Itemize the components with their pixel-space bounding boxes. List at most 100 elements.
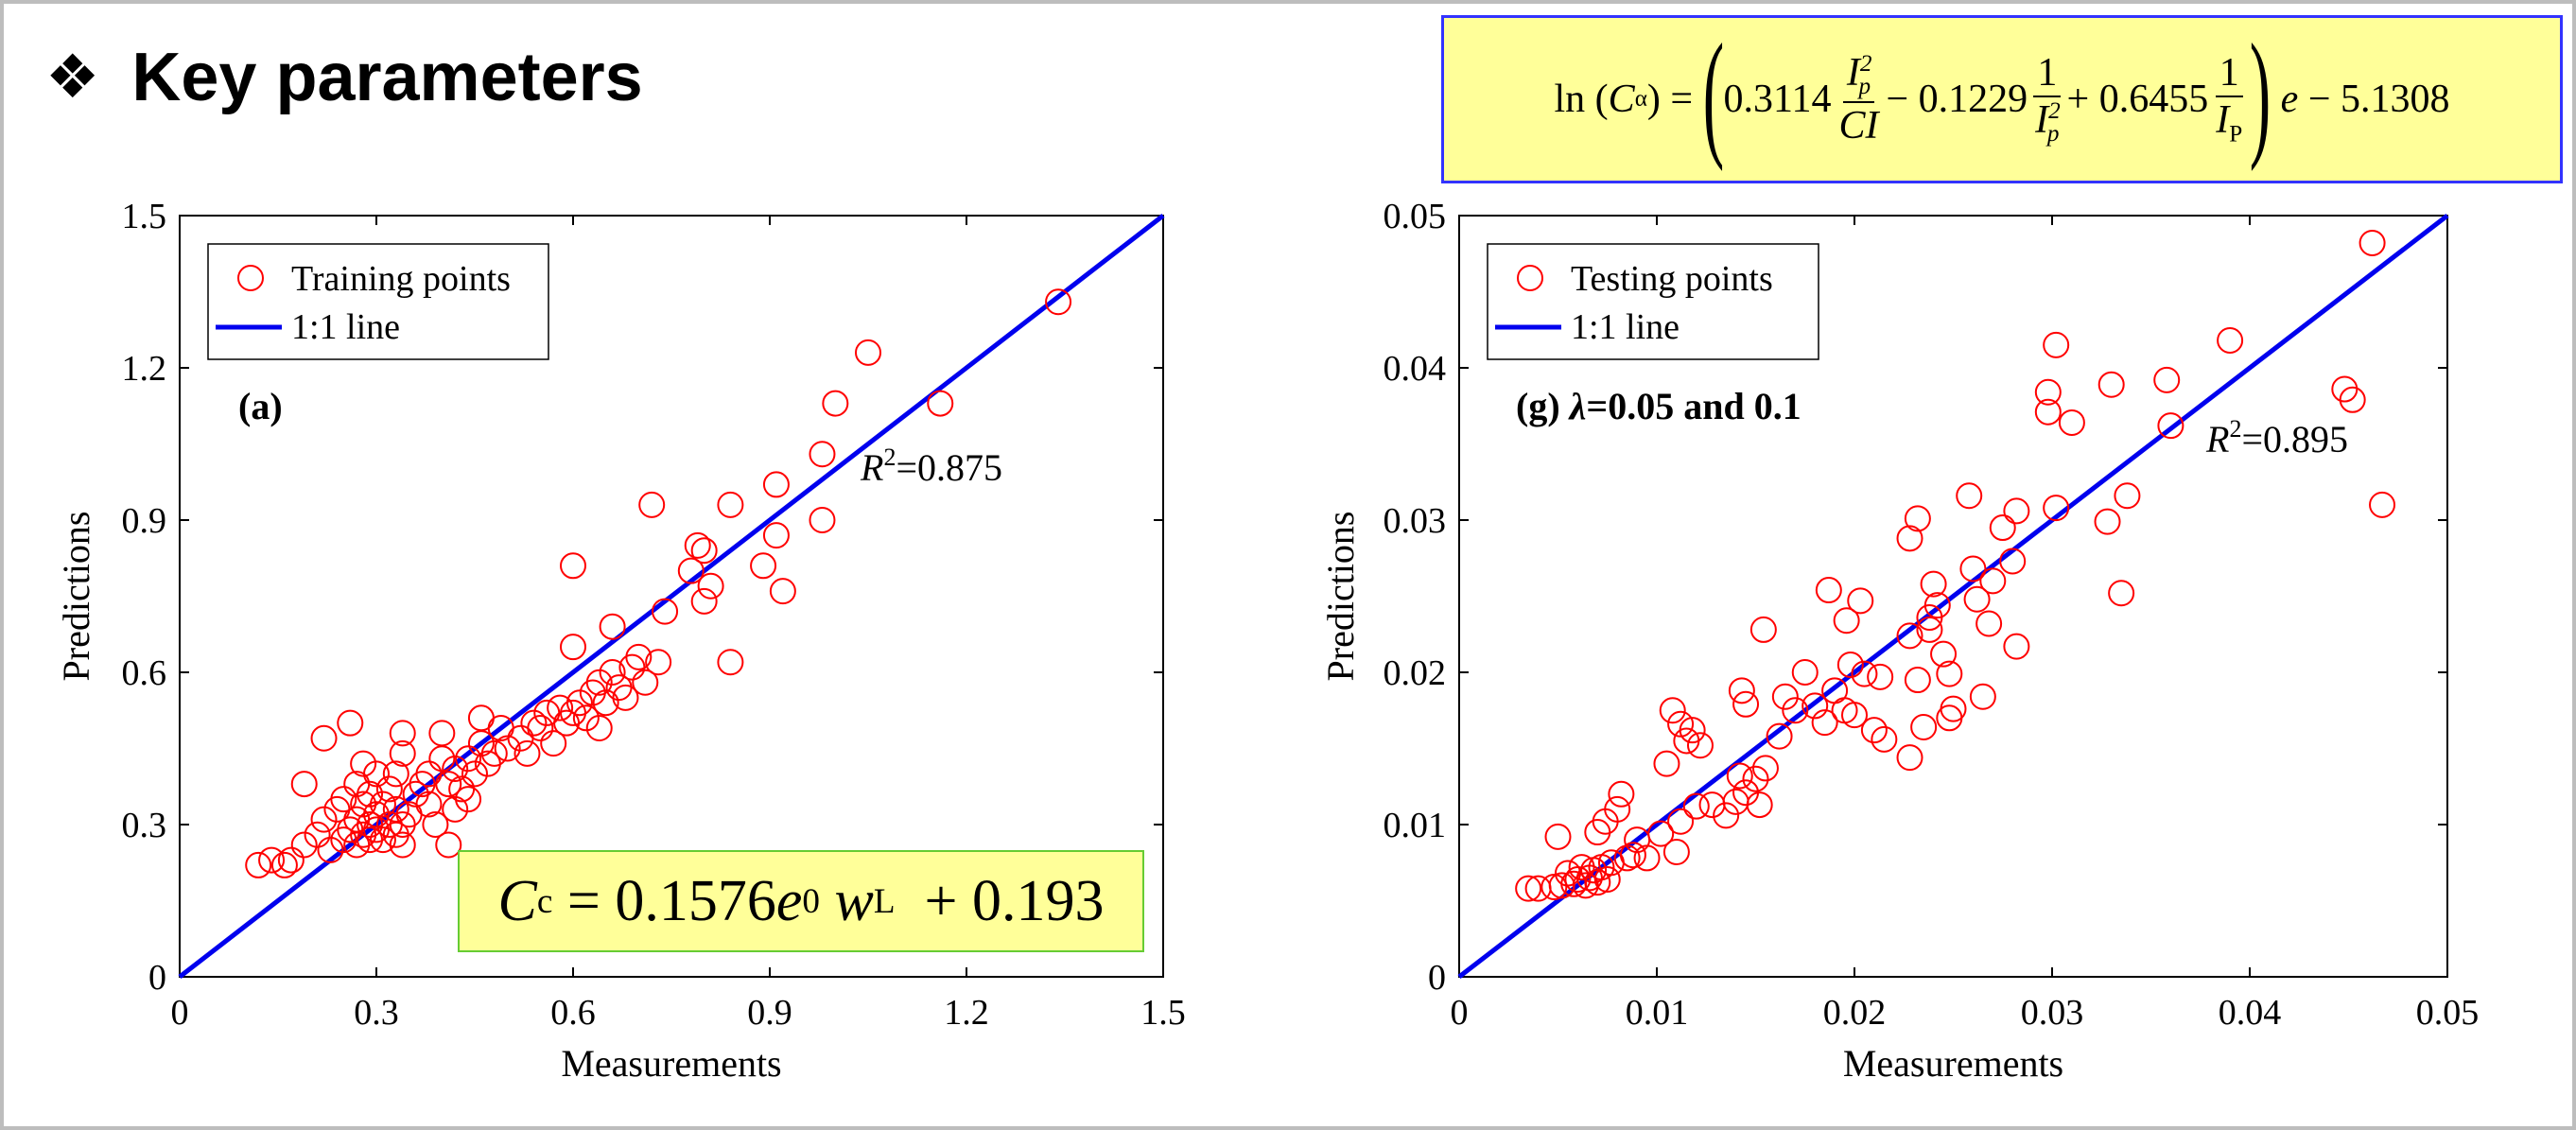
data-point bbox=[2157, 412, 2184, 440]
data-point bbox=[1969, 683, 1996, 710]
data-point bbox=[513, 739, 541, 767]
data-point bbox=[369, 826, 396, 854]
y-tick-label: 1.2 bbox=[122, 349, 167, 389]
formula-e0-sub: 0 bbox=[802, 881, 820, 921]
data-point bbox=[1815, 577, 1842, 604]
y-tick-label: 0.01 bbox=[1384, 806, 1447, 845]
data-point bbox=[389, 720, 416, 747]
data-point bbox=[1593, 865, 1621, 893]
y-tick-label: 0.9 bbox=[122, 501, 167, 541]
formula-cc-sub: c bbox=[536, 881, 553, 921]
x-tick-label: 0.01 bbox=[1626, 993, 1689, 1033]
data-point bbox=[1749, 616, 1777, 643]
data-point bbox=[455, 786, 482, 813]
r-symbol: R bbox=[860, 446, 883, 489]
legend-box bbox=[1487, 243, 1819, 360]
data-point bbox=[762, 471, 790, 498]
x-tick-label: 0.6 bbox=[550, 993, 596, 1033]
data-point bbox=[1572, 872, 1599, 899]
data-point bbox=[330, 786, 357, 813]
r-squared-annotation: R2=0.895 bbox=[2205, 415, 2348, 461]
data-point bbox=[1647, 820, 1675, 847]
data-point bbox=[809, 441, 836, 468]
data-point bbox=[1920, 570, 1947, 598]
legend-line-label: 1:1 line bbox=[1571, 307, 1680, 347]
data-point bbox=[1713, 802, 1740, 829]
data-point bbox=[1963, 585, 1991, 613]
x-tick-label: 0.02 bbox=[1823, 993, 1887, 1033]
data-point bbox=[625, 643, 653, 670]
data-point bbox=[1726, 762, 1753, 790]
data-point bbox=[1833, 607, 1860, 635]
legend-line-label: 1:1 line bbox=[291, 307, 400, 347]
data-point bbox=[389, 739, 416, 767]
x-tick-label: 0.03 bbox=[2021, 993, 2084, 1033]
data-point bbox=[632, 669, 659, 696]
data-point bbox=[290, 831, 318, 859]
frac2-den: I bbox=[2035, 97, 2049, 142]
data-point bbox=[1811, 709, 1838, 737]
x-axis-label: Measurements bbox=[561, 1042, 781, 1085]
data-point bbox=[1662, 838, 1690, 865]
formula-const: 5.1308 bbox=[2341, 78, 2450, 121]
lambda-symbol: λ bbox=[1568, 385, 1587, 427]
r-value: =0.895 bbox=[2241, 418, 2348, 461]
data-point bbox=[317, 836, 344, 863]
x-tick-label: 1.2 bbox=[944, 993, 989, 1033]
slide-heading: ❖ Key parameters bbox=[45, 30, 643, 125]
data-point bbox=[572, 704, 600, 732]
data-point bbox=[540, 730, 567, 757]
data-point bbox=[527, 715, 554, 742]
x-tick-label: 0.3 bbox=[354, 993, 399, 1033]
formula-op-2: + bbox=[2066, 78, 2090, 121]
data-point bbox=[1851, 660, 1878, 687]
x-tick-label: 1.5 bbox=[1140, 993, 1186, 1033]
y-axis-label: Predictions bbox=[55, 512, 97, 682]
data-point bbox=[1619, 842, 1646, 869]
frac2-den-sub: p bbox=[2046, 121, 2060, 148]
panel-label: (g) λ=0.05 and 0.1 bbox=[1516, 385, 1801, 427]
x-tick-label: 0 bbox=[171, 993, 189, 1033]
data-point bbox=[1916, 616, 1943, 643]
data-point bbox=[1847, 587, 1874, 615]
data-point bbox=[645, 649, 672, 676]
r-symbol: R bbox=[2205, 418, 2229, 461]
x-tick-label: 0.9 bbox=[747, 993, 792, 1033]
data-point bbox=[1667, 808, 1695, 835]
slide-title: Key parameters bbox=[131, 40, 643, 115]
r-value: =0.875 bbox=[896, 446, 1002, 489]
data-point bbox=[547, 694, 574, 721]
data-point bbox=[310, 806, 338, 833]
data-point bbox=[1956, 482, 1983, 510]
frac1-num-sup: 2 bbox=[1859, 50, 1872, 77]
data-point bbox=[1930, 640, 1958, 668]
data-point bbox=[1959, 555, 1987, 582]
legend-point-marker bbox=[237, 265, 264, 291]
data-point bbox=[2114, 482, 2141, 510]
data-point bbox=[717, 491, 744, 518]
data-point bbox=[809, 507, 836, 533]
r-superscript: 2 bbox=[883, 443, 896, 471]
data-point bbox=[2003, 633, 2030, 660]
data-point bbox=[2358, 229, 2386, 256]
data-point bbox=[612, 684, 639, 711]
formula-wl-sub: L bbox=[873, 881, 896, 921]
data-point bbox=[1896, 744, 1923, 772]
data-point bbox=[927, 390, 954, 417]
y-tick-label: 0.02 bbox=[1384, 653, 1447, 693]
data-point bbox=[690, 537, 718, 565]
y-tick-label: 0 bbox=[148, 958, 166, 998]
data-point bbox=[750, 552, 777, 580]
data-point bbox=[1836, 651, 1864, 678]
r-superscript: 2 bbox=[2229, 415, 2241, 443]
legend-points-label: Testing points bbox=[1571, 259, 1773, 299]
y-tick-label: 1.5 bbox=[122, 197, 167, 236]
data-point bbox=[1584, 869, 1611, 896]
data-point bbox=[697, 572, 724, 600]
formula-wl-var: w bbox=[834, 868, 874, 933]
data-point bbox=[1976, 610, 2003, 637]
data-point bbox=[1742, 765, 1769, 792]
data-point bbox=[1896, 622, 1923, 650]
data-point bbox=[1867, 663, 1894, 690]
